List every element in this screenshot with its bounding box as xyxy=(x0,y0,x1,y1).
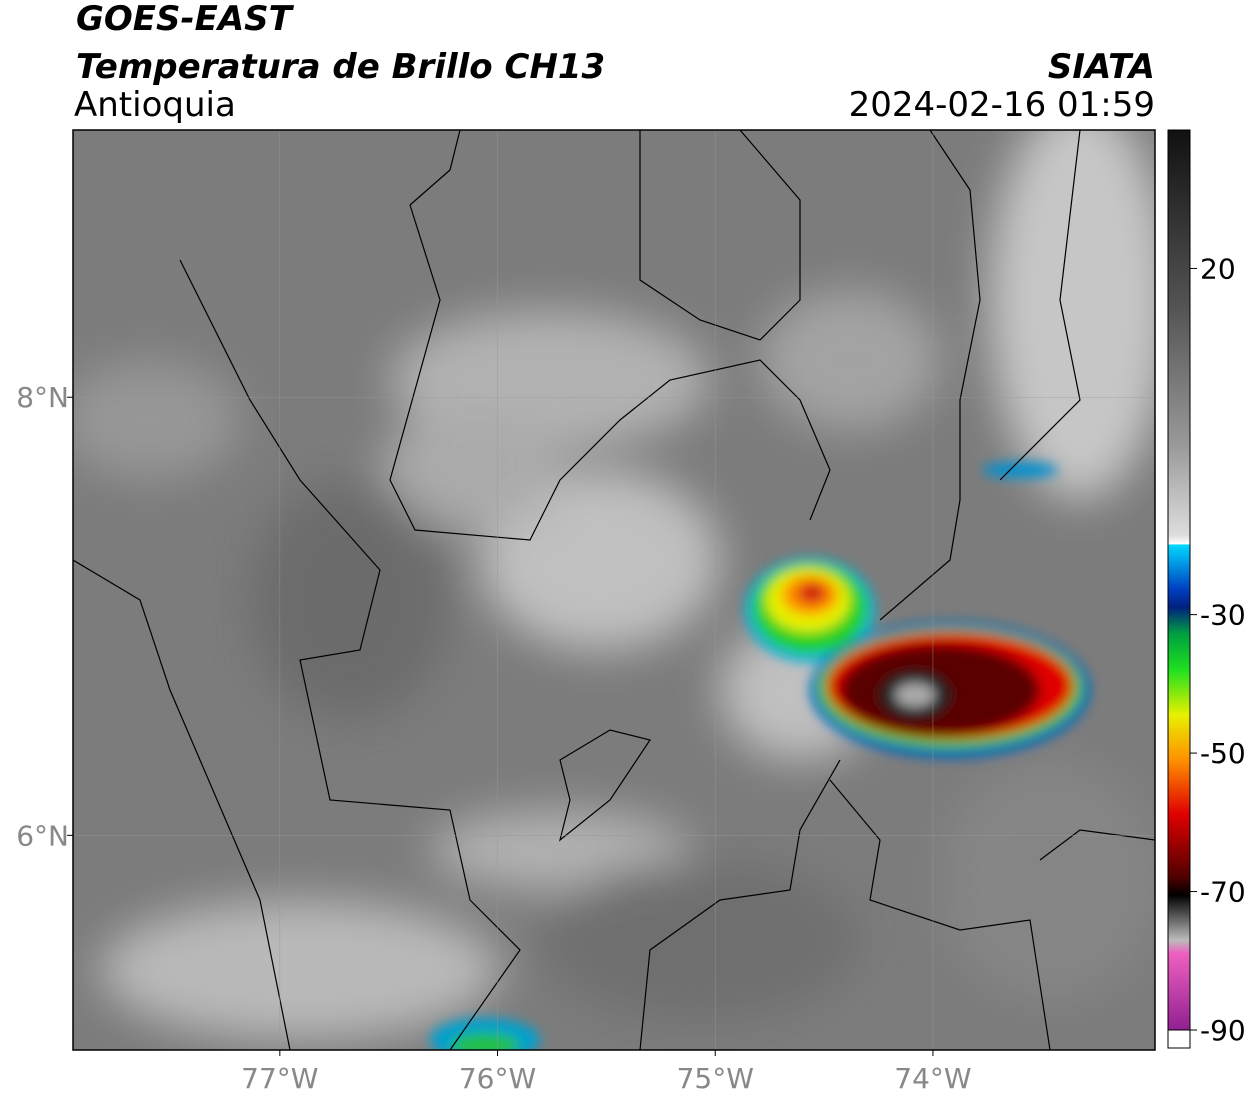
datetime: 2024-02-16 01:59 xyxy=(849,85,1155,125)
colorbar-tick-label: -50 xyxy=(1200,737,1246,770)
colorbar-frame xyxy=(1167,129,1191,1049)
y-tick-label: 6°N xyxy=(16,819,69,852)
title: GOES-EAST xyxy=(76,0,295,39)
storm-cells xyxy=(430,462,1090,1050)
x-tick-label: 74°W xyxy=(894,1062,971,1095)
satellite-image xyxy=(73,130,1155,1050)
colorbar-tick-label: -70 xyxy=(1200,876,1246,909)
x-tick-label: 76°W xyxy=(459,1062,536,1095)
x-tick-label: 75°W xyxy=(677,1062,754,1095)
colorbar xyxy=(1168,130,1190,1030)
colorbar-under xyxy=(1167,1029,1191,1049)
x-tick-label: 77°W xyxy=(241,1062,318,1095)
borders xyxy=(73,130,1155,1050)
map-frame xyxy=(72,129,1156,1051)
grid xyxy=(73,130,1155,1050)
region: Antioquia xyxy=(74,85,236,125)
colorbar-tick-label: -90 xyxy=(1200,1014,1246,1047)
colorbar-tick-label: 20 xyxy=(1200,252,1236,285)
y-tick-label: 8°N xyxy=(16,381,69,414)
colorbar-tick-label: -30 xyxy=(1200,599,1246,632)
subtitle: Temperatura de Brillo CH13 xyxy=(76,47,605,87)
source: SIATA xyxy=(1048,47,1155,87)
